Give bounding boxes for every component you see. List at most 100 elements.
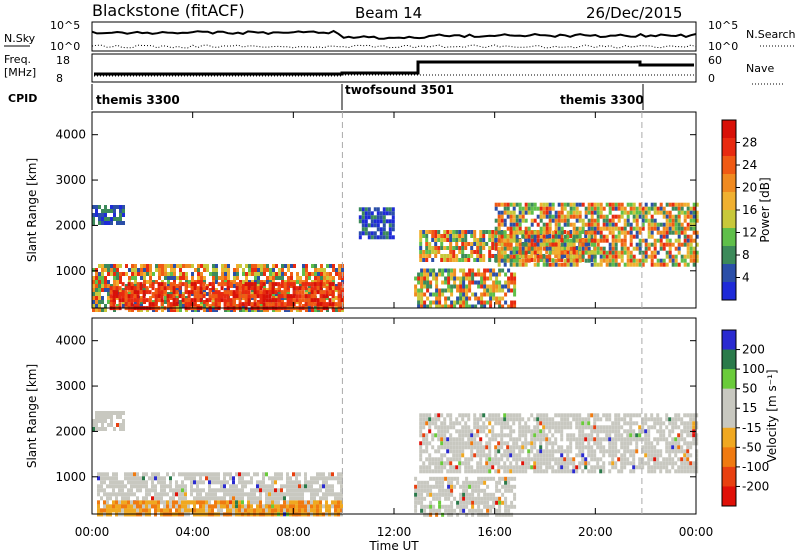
- echo-cell: [584, 234, 588, 238]
- echo-cell: [695, 453, 699, 458]
- echo-cell: [566, 417, 570, 422]
- nsearch-tick-bottom: 10^0: [708, 40, 738, 53]
- echo-cell: [420, 504, 424, 509]
- echo-cell: [331, 488, 334, 493]
- echo-cell: [212, 272, 215, 276]
- echo-cell: [635, 413, 639, 418]
- echo-cell: [536, 250, 540, 254]
- echo-cell: [337, 492, 340, 497]
- echo-cell: [653, 250, 657, 255]
- echo-cell: [458, 238, 462, 242]
- echo-cell: [272, 268, 275, 272]
- echo-cell: [593, 234, 597, 239]
- echo-cell: [548, 461, 552, 466]
- echo-cell: [524, 437, 528, 442]
- echo-cell: [289, 484, 292, 489]
- echo-cell: [611, 246, 615, 251]
- echo-cell: [272, 296, 275, 300]
- echo-cell: [656, 441, 660, 446]
- echo-cell: [512, 246, 516, 251]
- echo-cell: [266, 288, 269, 292]
- echo-cell: [596, 437, 600, 442]
- echo-cell: [554, 457, 558, 462]
- echo-cell: [211, 496, 214, 501]
- echo-cell: [335, 284, 338, 288]
- y-tick-label: 1000: [55, 264, 86, 278]
- echo-cell: [587, 445, 591, 450]
- echo-cell: [139, 488, 142, 493]
- echo-cell: [629, 469, 633, 474]
- echo-cell: [223, 480, 226, 485]
- echo-cell: [462, 492, 466, 497]
- echo-cell: [277, 294, 281, 299]
- echo-cell: [461, 433, 465, 438]
- echo-cell: [578, 429, 582, 434]
- echo-cell: [202, 480, 205, 485]
- echo-cell: [444, 268, 448, 273]
- echo-cell: [419, 417, 423, 422]
- echo-cell: [462, 284, 466, 289]
- echo-cell: [447, 272, 451, 277]
- echo-cell: [149, 296, 152, 300]
- echo-cell: [254, 264, 257, 268]
- echo-cell: [98, 427, 101, 431]
- echo-cell: [488, 449, 492, 454]
- echo-cell: [554, 246, 558, 251]
- echo-cell: [133, 508, 136, 513]
- echo-cell: [581, 230, 585, 234]
- echo-cell: [280, 492, 283, 497]
- echo-cell: [587, 202, 591, 207]
- echo-cell: [437, 469, 441, 474]
- echo-cell: [497, 230, 501, 235]
- echo-cell: [483, 504, 487, 509]
- echo-cell: [545, 413, 549, 418]
- echo-cell: [181, 472, 184, 477]
- echo-cell: [695, 441, 699, 446]
- echo-cell: [506, 242, 510, 247]
- echo-cell: [110, 300, 113, 304]
- echo-cell: [391, 215, 395, 220]
- echo-cell: [617, 202, 621, 207]
- echo-cell: [551, 453, 555, 458]
- echo-cell: [367, 207, 371, 212]
- echo-cell: [242, 280, 245, 284]
- echo-cell: [518, 258, 522, 263]
- echo-cell: [437, 425, 441, 430]
- echo-cell: [506, 417, 510, 422]
- echo-cell: [172, 294, 176, 299]
- freq-frame: [91, 53, 697, 83]
- echo-cell: [419, 421, 423, 426]
- echo-cell: [220, 294, 224, 299]
- echo-cell: [587, 222, 591, 227]
- echo-cell: [142, 504, 145, 509]
- echo-cell: [443, 417, 447, 422]
- echo-cell: [473, 453, 477, 458]
- echo-cell: [265, 496, 268, 501]
- echo-cell: [650, 457, 654, 462]
- echo-cell: [214, 294, 218, 299]
- echo-cell: [167, 308, 170, 312]
- echo-cell: [370, 231, 374, 236]
- echo-cell: [587, 449, 591, 454]
- echo-cell: [450, 504, 454, 509]
- echo-cell: [626, 202, 630, 207]
- echo-cell: [112, 508, 115, 513]
- echo-cell: [319, 476, 322, 481]
- echo-cell: [296, 272, 299, 276]
- echo-cell: [419, 238, 423, 242]
- echo-cell: [626, 449, 630, 454]
- echo-cell: [650, 250, 654, 255]
- echo-cell: [470, 441, 474, 446]
- echo-cell: [581, 250, 585, 255]
- echo-cell: [471, 480, 475, 485]
- echo-cell: [476, 238, 480, 242]
- echo-cell: [518, 230, 522, 235]
- echo-cell: [257, 276, 260, 280]
- echo-cell: [641, 429, 645, 434]
- echo-cell: [113, 284, 116, 288]
- echo-cell: [232, 294, 236, 299]
- echo-cell: [425, 449, 429, 454]
- echo-cell: [482, 453, 486, 458]
- echo-cell: [626, 254, 630, 259]
- echo-cell: [458, 469, 462, 474]
